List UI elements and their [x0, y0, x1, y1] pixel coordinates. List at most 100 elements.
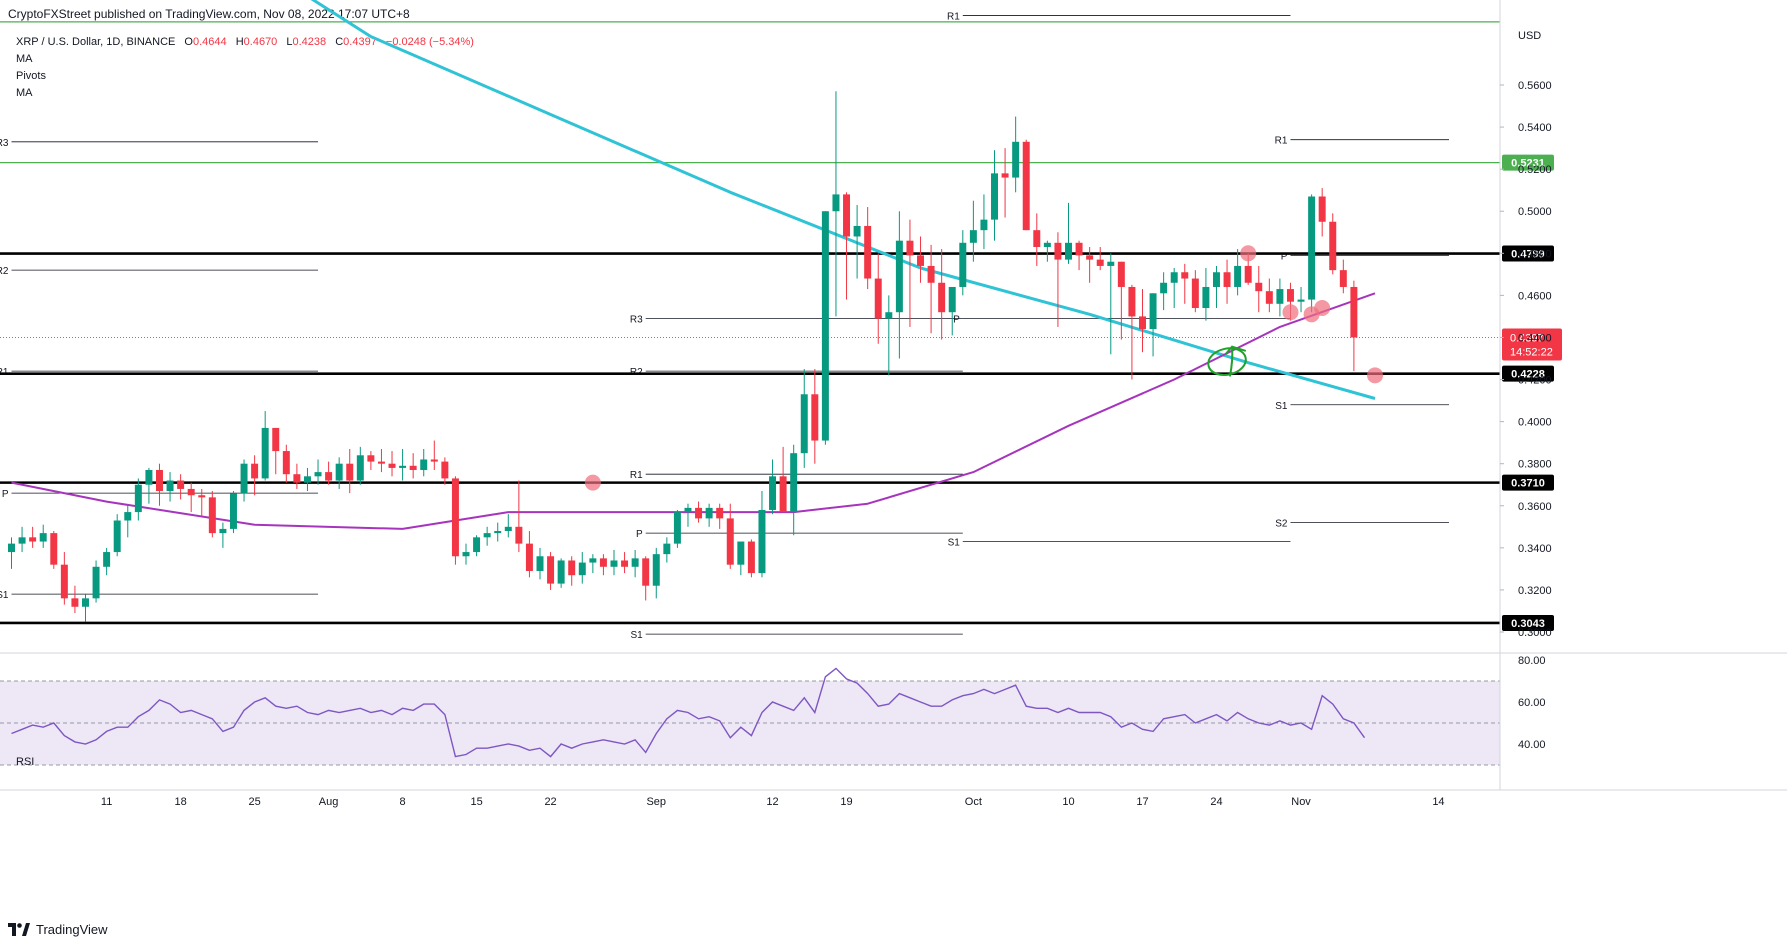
x-tick-label: 22: [544, 796, 556, 808]
candle-body: [536, 556, 544, 571]
x-tick-label: 18: [174, 796, 186, 808]
candle-body: [1065, 242, 1072, 260]
level-badge-label: 0.4228: [1511, 369, 1545, 381]
candle-body: [843, 194, 851, 237]
candle-body: [124, 512, 132, 521]
highlight-circle: [1240, 245, 1257, 262]
candle-body: [1276, 289, 1284, 304]
candle-body: [705, 507, 713, 519]
open-label: O: [184, 36, 193, 48]
high-label: H: [235, 36, 244, 48]
candle-body: [1181, 272, 1189, 279]
candle-body: [82, 598, 89, 607]
candle-body: [737, 541, 745, 565]
x-tick-label: 12: [766, 796, 778, 808]
candle-body: [959, 242, 967, 287]
candle-body: [969, 230, 977, 243]
y-tick-label: 0.5000: [1518, 206, 1552, 218]
candle-body: [547, 556, 555, 584]
highlight-circle: [584, 474, 601, 491]
candle-body: [1149, 293, 1157, 330]
candle-body: [589, 558, 597, 563]
candle-body: [272, 427, 280, 452]
currency-label: USD: [1518, 30, 1541, 42]
x-tick-label: Sep: [646, 796, 666, 808]
candle-body: [50, 533, 58, 565]
pivot-label: R3: [630, 315, 643, 326]
candle-body: [1139, 316, 1146, 330]
candle-body: [1308, 196, 1316, 300]
candle-body: [1054, 242, 1062, 260]
candle-body: [39, 533, 47, 542]
pivot-label: P: [2, 489, 9, 500]
indicator-ma-1[interactable]: MA: [16, 53, 33, 65]
hand-drawn-arrow: [1225, 345, 1247, 377]
candle-body: [1350, 286, 1358, 338]
candle-body: [621, 560, 629, 567]
candle-body: [103, 552, 111, 567]
candle-body: [219, 528, 227, 534]
candle-body: [420, 459, 428, 471]
x-tick-label: 24: [1210, 796, 1222, 808]
level-badge: [1502, 154, 1554, 171]
candle-body: [134, 484, 142, 513]
change-value: −0.0248 (−5.34%): [385, 36, 474, 48]
candle-body: [60, 564, 68, 599]
pivot-label: R1: [947, 12, 960, 23]
candle-body: [747, 541, 755, 574]
current-price-badge: [1502, 328, 1562, 361]
candle-body: [1202, 286, 1210, 309]
moving-averages: [11, 0, 1376, 530]
candle-body: [346, 463, 354, 481]
candle-body: [525, 543, 533, 571]
indicator-ma-2[interactable]: MA: [16, 87, 33, 99]
candle-body: [1160, 282, 1168, 294]
x-tick-label: 11: [101, 796, 112, 808]
candle-body: [557, 560, 565, 584]
candle-body: [145, 470, 153, 485]
candle-body: [1096, 259, 1104, 266]
candle-body: [388, 463, 396, 468]
candle-body: [451, 478, 459, 557]
y-tick-label: 0.3200: [1518, 585, 1552, 597]
candle-body: [779, 476, 787, 513]
candle-body: [335, 463, 343, 481]
pivot-label: S1: [948, 538, 961, 549]
candle-body: [473, 537, 481, 553]
candle-body: [229, 493, 237, 529]
candle-body: [1286, 289, 1294, 302]
close-label: C: [335, 36, 344, 48]
x-tick-label: 10: [1062, 796, 1074, 808]
candle-body: [303, 476, 311, 483]
candle-body: [568, 560, 576, 576]
candle-body: [927, 265, 935, 283]
candle-body: [1170, 272, 1178, 283]
candle-body: [430, 459, 438, 462]
candle-body: [1107, 261, 1115, 266]
x-tick-label: Oct: [965, 796, 982, 808]
candle-body: [1022, 141, 1030, 231]
tradingview-logo[interactable]: TradingView: [8, 922, 108, 937]
y-tick-label: 0.5400: [1518, 122, 1552, 134]
indicator-pivots[interactable]: Pivots: [16, 70, 46, 82]
candle-body: [673, 512, 681, 544]
publisher-caption: CryptoFXStreet published on TradingView.…: [8, 7, 410, 21]
level-badge-label: 0.3710: [1511, 478, 1545, 490]
level-badge-label: 0.4799: [1511, 249, 1545, 261]
candle-body: [800, 394, 808, 454]
axes: 0.5600 0.5400 0.5200 0.5000 0.4800 0.4600 0.44…: [0, 0, 1787, 808]
candle-body: [113, 520, 121, 553]
rsi-tick-label: 60.00: [1518, 697, 1546, 709]
candle-body: [240, 463, 248, 494]
candle-body: [29, 537, 37, 542]
y-tick-label: 0.4800: [1518, 248, 1552, 260]
candle-body: [409, 465, 417, 471]
symbol-name[interactable]: XRP / U.S. Dollar, 1D, BINANCE: [16, 36, 176, 48]
candle-body: [1234, 265, 1242, 287]
candle-body: [895, 240, 903, 313]
tradingview-logo-icon: [8, 923, 30, 936]
x-tick-label: 8: [400, 796, 406, 808]
candle-body: [166, 480, 174, 492]
candle-body: [1128, 286, 1136, 317]
